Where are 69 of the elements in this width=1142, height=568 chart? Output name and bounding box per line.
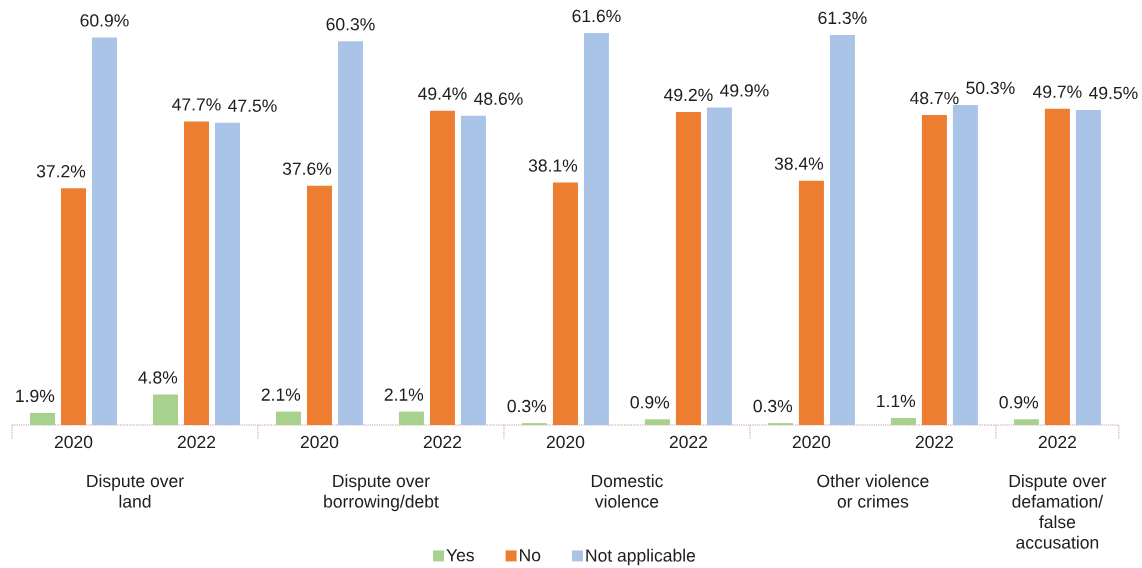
data-label: 0.3% bbox=[753, 399, 793, 413]
data-label: 0.3% bbox=[507, 399, 547, 413]
data-label: 0.9% bbox=[630, 396, 670, 409]
x-tick-label: 2022 bbox=[915, 435, 953, 449]
bar bbox=[829, 34, 855, 425]
bar bbox=[30, 412, 55, 425]
data-label: 37.2% bbox=[36, 165, 86, 178]
text: Dispute over defamation/ false accusation bbox=[1009, 474, 1107, 549]
x-tick-label: 2022 bbox=[669, 435, 708, 449]
bar bbox=[1044, 108, 1070, 425]
bar bbox=[275, 411, 301, 425]
data-label: 60.9% bbox=[80, 14, 129, 27]
data-label: 50.3% bbox=[966, 81, 1015, 95]
x-tick-label: 2022 bbox=[423, 435, 462, 449]
data-label: 60.3% bbox=[326, 18, 375, 31]
data-label: 1.9% bbox=[16, 389, 55, 403]
x-tick-label: 2022 bbox=[1038, 435, 1076, 449]
legend-label: Yes bbox=[446, 549, 474, 562]
data-label: 38.4% bbox=[774, 157, 824, 170]
bar bbox=[337, 41, 363, 425]
text: Dispute over borrowing/debt bbox=[324, 474, 439, 512]
data-label: 1.1% bbox=[877, 394, 916, 408]
bar bbox=[152, 394, 178, 425]
bar bbox=[61, 188, 86, 425]
data-label: 49.2% bbox=[664, 88, 713, 102]
legend-label: Not applicable bbox=[586, 548, 696, 566]
data-label: 47.7% bbox=[172, 98, 221, 111]
data-label: 49.5% bbox=[1089, 86, 1138, 100]
bar bbox=[214, 122, 240, 425]
data-label: 38.1% bbox=[528, 159, 578, 172]
bar bbox=[1013, 419, 1039, 425]
data-label: 4.8% bbox=[138, 371, 178, 384]
x-tick-label: 2022 bbox=[177, 435, 216, 449]
bar bbox=[952, 104, 978, 425]
bar bbox=[675, 111, 701, 425]
data-label: 61.6% bbox=[572, 9, 621, 23]
data-label: 2.1% bbox=[261, 388, 301, 401]
bar bbox=[921, 115, 947, 425]
x-tick-label: 2020 bbox=[792, 435, 831, 449]
data-label: 37.6% bbox=[282, 162, 332, 175]
data-label: 49.7% bbox=[1032, 85, 1082, 98]
bar bbox=[398, 411, 424, 425]
data-label: 49.4% bbox=[418, 87, 467, 100]
x-tick-label: 2020 bbox=[546, 435, 585, 449]
bar bbox=[552, 182, 578, 425]
bar bbox=[706, 107, 732, 425]
bar bbox=[583, 32, 609, 425]
bar bbox=[92, 37, 117, 425]
bar bbox=[306, 185, 332, 425]
bar bbox=[890, 418, 916, 425]
bar bbox=[183, 121, 209, 425]
x-tick-label: 2020 bbox=[54, 435, 93, 449]
bar bbox=[429, 110, 455, 425]
bar bbox=[644, 419, 670, 425]
data-label: 48.7% bbox=[910, 91, 959, 105]
x-tick-label: 2020 bbox=[300, 435, 339, 449]
data-label: 61.3% bbox=[818, 11, 867, 25]
data-label: 2.1% bbox=[384, 388, 424, 401]
data-label: 47.5% bbox=[228, 99, 277, 112]
bar bbox=[798, 180, 824, 425]
data-label: 49.9% bbox=[720, 84, 769, 97]
bar bbox=[1075, 110, 1101, 425]
bar bbox=[460, 115, 486, 425]
data-label: 48.6% bbox=[474, 92, 523, 105]
text: Domestic violence bbox=[591, 474, 663, 508]
text: Dispute over land bbox=[87, 474, 184, 508]
legend-label: No bbox=[520, 549, 541, 562]
data-label: 0.9% bbox=[999, 396, 1039, 409]
text: Other violence or crimes bbox=[817, 474, 929, 508]
